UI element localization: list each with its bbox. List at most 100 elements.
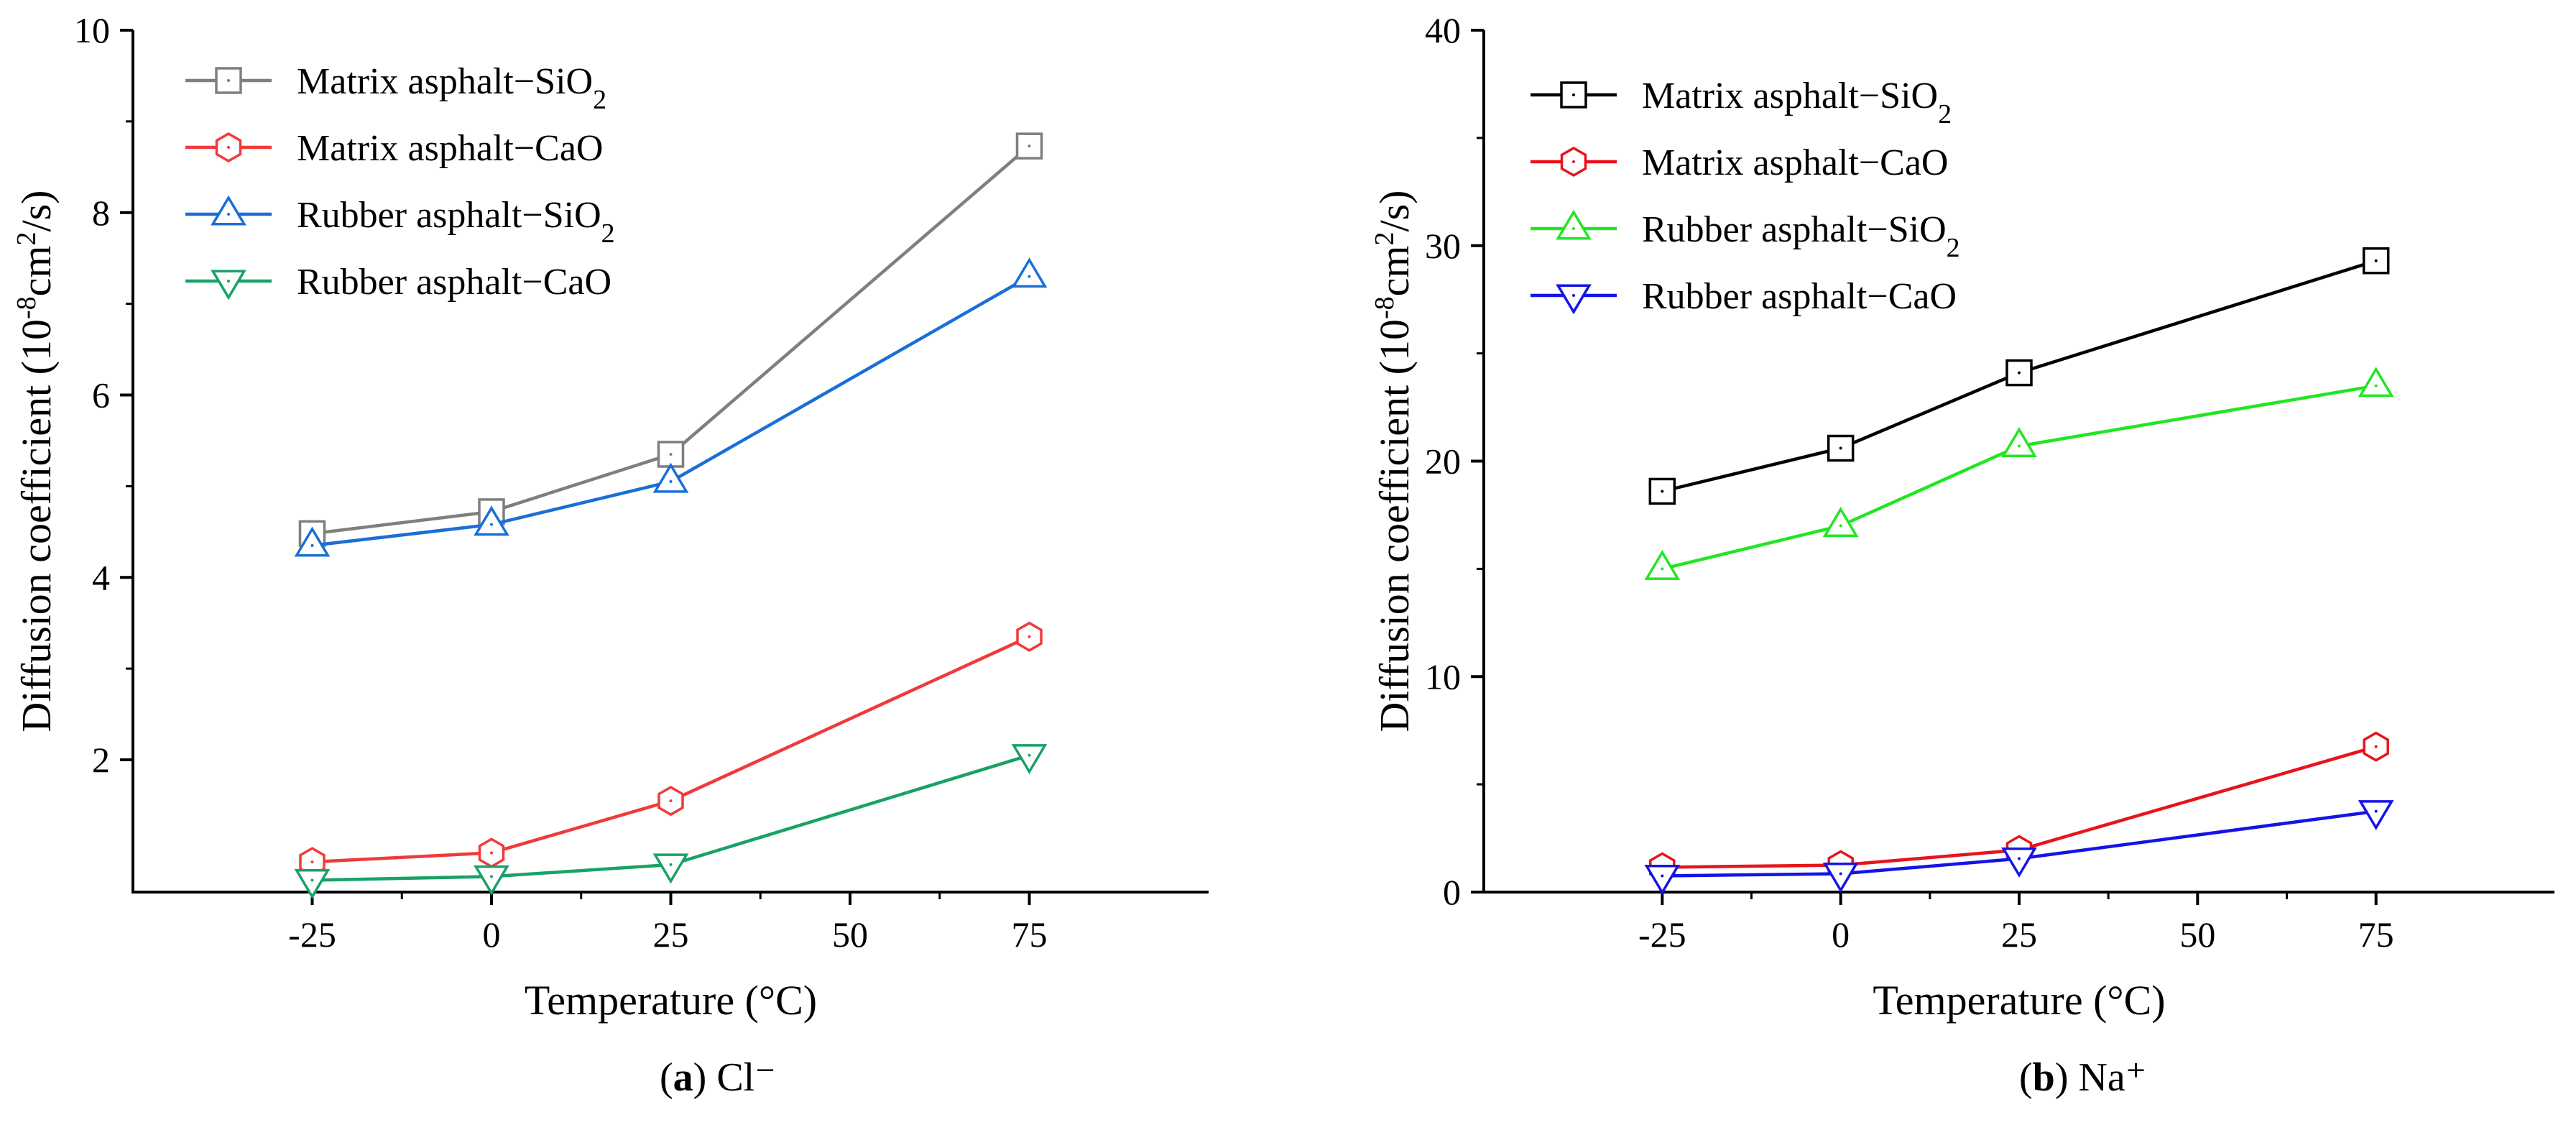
- data-point-s1-4-center-dot: [1028, 144, 1031, 148]
- x-tick-label: 25: [653, 914, 689, 955]
- legend-label-text: Rubber asphalt−CaO: [1642, 276, 1957, 317]
- series-line-3: [1661, 384, 2377, 571]
- data-point-s3-1: [294, 526, 331, 557]
- data-point-s3-2-center-dot: [1839, 524, 1842, 528]
- caption-ion: Na⁺: [2078, 1055, 2146, 1100]
- legend-label-3: Rubber asphalt−SiO2: [297, 195, 615, 249]
- y-axis-title-text: /s): [1371, 190, 1418, 232]
- data-point-s3-4: [1011, 257, 1048, 288]
- x-tick-label: 25: [2001, 914, 2037, 955]
- panel-caption: (a) Cl⁻: [660, 1055, 776, 1100]
- data-point-s4-1-center-dot: [310, 878, 314, 882]
- legend-marker-3: [1556, 209, 1592, 240]
- data-point-s3-2: [1822, 507, 1859, 537]
- x-tick-label: -25: [288, 914, 336, 955]
- y-tick-label: 6: [92, 375, 110, 415]
- data-point-s2-2-center-dot: [490, 851, 493, 855]
- data-point-s1-1-center-dot: [1661, 490, 1664, 493]
- legend-label-1: Matrix asphalt−SiO2: [1642, 75, 1952, 129]
- x-tick-label: 50: [832, 914, 868, 955]
- legend-label-2: Matrix asphalt−CaO: [297, 128, 603, 169]
- series-line-1: [1661, 259, 2377, 493]
- series-line-4: [312, 753, 1030, 882]
- data-point-s4-1: [294, 868, 331, 899]
- legend-label-1: Matrix asphalt−SiO2: [297, 61, 606, 115]
- legend-label-subscript: 2: [593, 85, 606, 115]
- data-point-s3-2: [474, 505, 509, 536]
- data-point-s4-4: [2358, 800, 2394, 830]
- x-tick-label: 75: [2358, 914, 2394, 955]
- data-point-s3-3-center-dot: [2018, 444, 2021, 448]
- y-tick-label: 10: [74, 10, 110, 50]
- data-point-s3-2-center-dot: [490, 523, 493, 526]
- legend-label-subscript: 2: [601, 219, 615, 249]
- y-axis-title-unit: cm: [13, 246, 60, 297]
- data-point-s3-3-center-dot: [669, 480, 673, 484]
- data-point-s4-1-center-dot: [1661, 874, 1664, 878]
- series-line-2: [312, 635, 1030, 864]
- legend-label-4: Rubber asphalt−CaO: [1642, 276, 1957, 317]
- series-line-2: [1662, 745, 2377, 869]
- legend-label-text: Matrix asphalt−CaO: [297, 128, 603, 169]
- legend-marker-1-center-dot: [1572, 93, 1575, 96]
- caption-paren: ): [693, 1055, 717, 1100]
- legend-label-2: Matrix asphalt−CaO: [1642, 142, 1948, 183]
- legend-label-text: Rubber asphalt−SiO: [297, 195, 601, 236]
- chart-panel-b: 0 10 20 30 40 -25 0 25 50 75 Temperature (°C) Diffu…: [1370, 10, 2554, 1100]
- y-axis-title: Diffusion coefficient (10-8cm2/s): [11, 190, 60, 732]
- data-point-s1-2-center-dot: [1839, 446, 1842, 450]
- data-point-s3-4-center-dot: [2374, 384, 2378, 387]
- legend-marker-1-center-dot: [227, 79, 230, 82]
- legend-marker-3-center-dot: [227, 213, 230, 216]
- data-point-s3-4: [2358, 367, 2394, 398]
- y-axis-title-text: Diffusion coefficient (10: [1371, 319, 1418, 732]
- y-tick-label: 0: [1443, 872, 1461, 912]
- y-tick-label: 20: [1425, 441, 1461, 482]
- panel-caption: (b) Na⁺: [2019, 1055, 2146, 1100]
- x-tick-label: -25: [1638, 914, 1686, 955]
- series-line-3: [312, 275, 1030, 548]
- data-point-s3-1: [1644, 549, 1681, 580]
- y-axis-title-exponent: 2: [11, 232, 42, 246]
- data-point-s3-1-center-dot: [1661, 567, 1664, 571]
- y-tick-label: 10: [1425, 656, 1461, 697]
- y-axis-title-unit: cm: [1371, 246, 1418, 297]
- data-point-s2-1-center-dot: [310, 860, 314, 864]
- data-point-s2-4-center-dot: [2374, 745, 2378, 748]
- y-tick-label: 30: [1425, 226, 1461, 266]
- series-line-1: [312, 144, 1030, 536]
- y-tick-label: 2: [92, 740, 110, 780]
- y-axis-title-exponent: -8: [11, 296, 42, 319]
- legend-label-subscript: 2: [1938, 99, 1952, 129]
- x-axis-title: Temperature (°C): [525, 977, 817, 1024]
- legend-marker-3: [211, 195, 246, 226]
- y-axis-title-text: Diffusion coefficient (10: [13, 319, 60, 732]
- data-point-s1-3-center-dot: [669, 452, 673, 456]
- legend-label-text: Matrix asphalt−SiO: [1642, 75, 1938, 116]
- legend-label-text: Matrix asphalt−SiO: [297, 61, 593, 102]
- y-axis-title: Diffusion coefficient (10-8cm2/s): [1370, 190, 1418, 732]
- data-point-s1-3-center-dot: [2018, 371, 2021, 375]
- data-point-s4-2-center-dot: [490, 875, 493, 878]
- legend-marker-4-center-dot: [227, 280, 230, 282]
- data-point-s4-3-center-dot: [2018, 857, 2021, 860]
- legend-marker-3-center-dot: [1572, 227, 1575, 230]
- legend-marker-2-center-dot: [1572, 160, 1575, 163]
- y-axis-title-exponent: -8: [1370, 296, 1400, 319]
- data-point-s3-4-center-dot: [1028, 275, 1031, 278]
- data-point-s3-3: [2001, 427, 2037, 458]
- caption-paren: (: [2019, 1055, 2033, 1100]
- data-point-s4-4-center-dot: [1028, 753, 1031, 757]
- data-point-s4-4: [1011, 744, 1048, 775]
- data-point-s1-4: [2362, 247, 2390, 275]
- data-point-s4-3: [2001, 848, 2037, 878]
- data-point-s3-3: [652, 462, 689, 493]
- data-point-s4-1: [1644, 864, 1681, 895]
- legend-label-subscript: 2: [1947, 233, 1960, 263]
- caption-letter: a: [673, 1055, 693, 1100]
- x-tick-label: 0: [1832, 914, 1850, 955]
- legend-label-3: Rubber asphalt−SiO2: [1642, 209, 1960, 263]
- legend-label-4: Rubber asphalt−CaO: [297, 262, 611, 303]
- legend-label-text: Rubber asphalt−CaO: [297, 262, 611, 303]
